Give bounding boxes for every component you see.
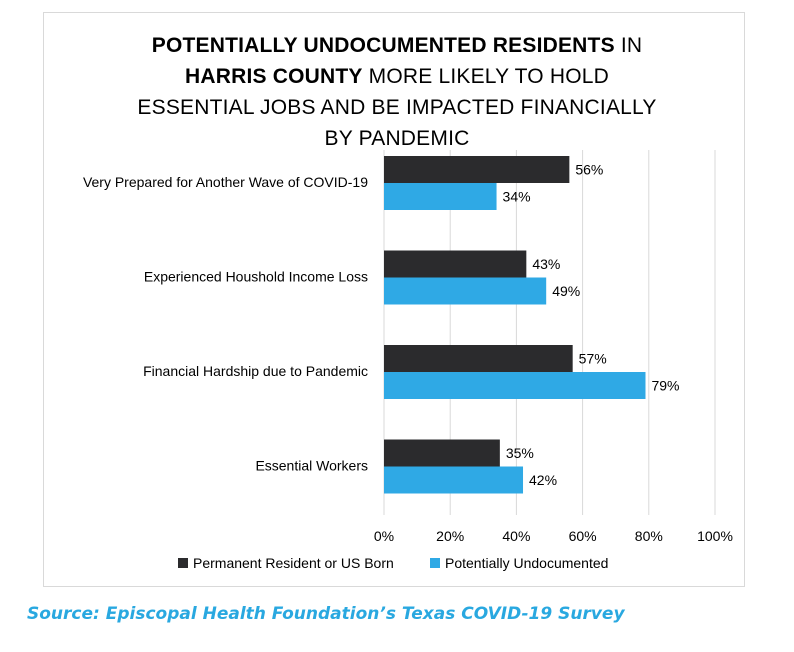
title-line-2-rest: MORE LIKELY TO HOLD bbox=[362, 65, 609, 88]
bar-permanent-resident bbox=[384, 156, 570, 183]
x-tick-label: 100% bbox=[697, 528, 733, 544]
data-label: 35% bbox=[506, 445, 534, 461]
title-line-2: HARRIS COUNTY MORE LIKELY TO HOLD bbox=[0, 61, 794, 92]
data-label: 79% bbox=[651, 378, 679, 394]
bar-potentially-undocumented bbox=[384, 372, 646, 399]
title-line-1-rest: IN bbox=[614, 34, 643, 57]
bar-permanent-resident bbox=[384, 250, 527, 278]
title-line-1-bold: POTENTIALLY UNDOCUMENTED RESIDENTS bbox=[151, 34, 615, 57]
category-label: Essential Workers bbox=[255, 458, 368, 474]
bar-permanent-resident bbox=[384, 345, 573, 372]
bar-potentially-undocumented bbox=[384, 277, 547, 305]
title-line-2-bold: HARRIS COUNTY bbox=[185, 65, 363, 88]
category-label: Very Prepared for Another Wave of COVID-… bbox=[83, 174, 368, 190]
x-tick-label: 40% bbox=[502, 528, 530, 544]
labels: 0% 20% 40% 60% 80% 100% Very Prepared for Anot… bbox=[83, 162, 733, 545]
bar-chart: 0% 20% 40% 60% 80% 100% Very Prepared for Anot… bbox=[83, 150, 733, 571]
source-note: Source: Episcopal Health Foundation’s Te… bbox=[27, 604, 625, 624]
x-tick-label: 60% bbox=[569, 528, 597, 544]
bars bbox=[384, 156, 646, 494]
x-tick-label: 20% bbox=[436, 528, 464, 544]
bar-permanent-resident bbox=[384, 439, 500, 467]
legend-label: Permanent Resident or US Born bbox=[193, 555, 394, 571]
bar-potentially-undocumented bbox=[384, 183, 497, 210]
data-label: 57% bbox=[579, 351, 607, 367]
category-label: Experienced Houshold Income Loss bbox=[144, 269, 368, 285]
title-line-3: ESSENTIAL JOBS AND BE IMPACTED FINANCIAL… bbox=[137, 96, 657, 119]
category-label: Financial Hardship due to Pandemic bbox=[143, 363, 368, 379]
title-line-4: BY PANDEMIC bbox=[324, 127, 470, 150]
data-label: 49% bbox=[552, 283, 580, 299]
data-label: 42% bbox=[529, 472, 557, 488]
legend-label: Potentially Undocumented bbox=[445, 555, 608, 571]
legend: Permanent Resident or US Born Potentially… bbox=[178, 555, 608, 571]
chart-title: POTENTIALLY UNDOCUMENTED RESIDENTS IN HA… bbox=[0, 30, 794, 154]
bar-potentially-undocumented bbox=[384, 466, 524, 494]
legend-swatch bbox=[430, 558, 440, 568]
x-tick-label: 80% bbox=[635, 528, 663, 544]
title-line-1: POTENTIALLY UNDOCUMENTED RESIDENTS IN bbox=[0, 30, 794, 61]
data-label: 56% bbox=[575, 162, 603, 178]
x-tick-label: 0% bbox=[374, 528, 394, 544]
data-label: 43% bbox=[532, 256, 560, 272]
data-label: 34% bbox=[503, 189, 531, 205]
legend-swatch bbox=[178, 558, 188, 568]
